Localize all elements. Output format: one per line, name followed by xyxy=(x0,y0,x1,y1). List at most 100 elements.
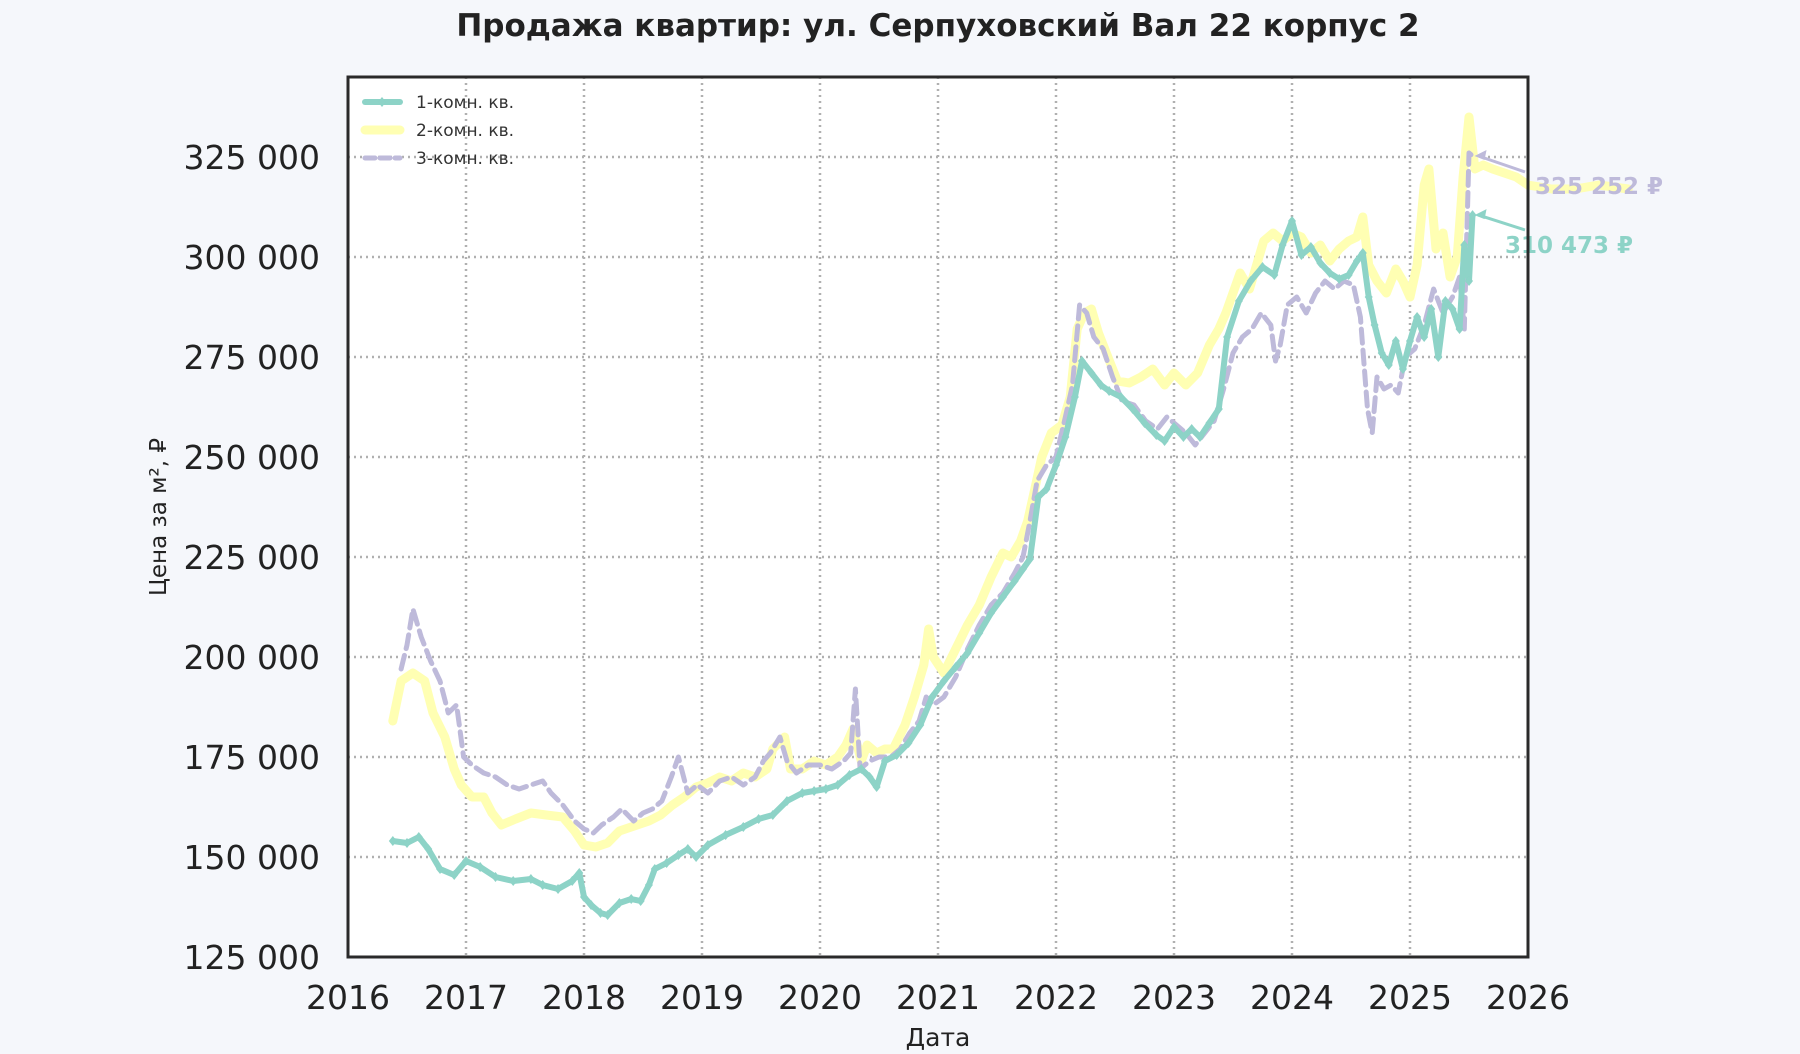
data-point xyxy=(782,796,791,806)
y-tick-label: 275 000 xyxy=(184,338,320,377)
y-tick-label: 325 000 xyxy=(184,138,320,177)
data-point xyxy=(692,852,701,862)
x-tick-label: 2018 xyxy=(542,978,626,1017)
data-point xyxy=(975,628,984,638)
data-point xyxy=(810,786,819,796)
annotation-label: 325 252 ₽ xyxy=(1535,174,1663,200)
data-point xyxy=(1448,304,1457,314)
data-point xyxy=(1427,304,1436,314)
data-point xyxy=(1352,256,1361,266)
x-tick-label: 2026 xyxy=(1486,978,1570,1017)
data-point xyxy=(1140,418,1149,428)
data-point xyxy=(1306,242,1315,252)
legend-item: 3-комн. кв. xyxy=(362,149,514,169)
data-point xyxy=(554,884,563,894)
data-point xyxy=(674,850,683,860)
data-point xyxy=(644,880,653,890)
legend-label: 1-комн. кв. xyxy=(416,93,514,113)
x-tick-label: 2020 xyxy=(778,978,862,1017)
legend-marker xyxy=(378,97,386,107)
data-point xyxy=(1364,292,1373,302)
data-point xyxy=(1042,484,1051,494)
data-point xyxy=(1465,276,1473,286)
data-point xyxy=(798,788,807,798)
y-tick-label: 250 000 xyxy=(184,438,320,477)
legend-label: 2-комн. кв. xyxy=(416,121,514,141)
data-point xyxy=(662,858,671,868)
data-point xyxy=(1441,296,1450,306)
data-point xyxy=(1010,576,1019,586)
x-tick-label: 2024 xyxy=(1250,978,1334,1017)
data-point xyxy=(1026,554,1035,564)
data-point xyxy=(916,720,925,730)
y-axis-label: Цена за м², ₽ xyxy=(146,438,172,596)
data-point xyxy=(491,872,500,882)
data-point xyxy=(1391,336,1400,346)
x-tick-label: 2021 xyxy=(896,978,980,1017)
data-point xyxy=(509,876,518,886)
x-axis-ticks: 2016 2017 2018 2019 2020 2021 2022 2023 2024 2025… xyxy=(306,978,1570,1017)
data-point xyxy=(872,782,881,792)
data-point xyxy=(575,868,584,878)
data-point xyxy=(1018,564,1027,574)
data-point xyxy=(636,896,645,906)
data-point xyxy=(1258,262,1267,272)
data-point xyxy=(1034,492,1043,502)
data-point xyxy=(1070,392,1079,402)
data-point xyxy=(1195,432,1204,442)
data-point xyxy=(627,894,636,904)
data-point xyxy=(1234,296,1243,306)
data-point xyxy=(998,592,1007,602)
data-point xyxy=(650,864,659,874)
data-point xyxy=(1179,432,1188,442)
legend-label: 3-комн. кв. xyxy=(416,149,514,169)
data-point xyxy=(568,876,577,886)
data-point xyxy=(833,780,842,790)
data-point xyxy=(1270,270,1279,280)
series-1 xyxy=(388,210,1477,920)
data-point xyxy=(476,862,485,872)
y-tick-label: 125 000 xyxy=(184,938,320,977)
data-point xyxy=(436,864,445,874)
annotation-2: 310 473 ₽ xyxy=(1474,209,1633,259)
data-point xyxy=(857,764,866,774)
data-point xyxy=(754,814,763,824)
data-point xyxy=(1377,348,1386,358)
data-point xyxy=(880,756,889,766)
data-point xyxy=(580,892,588,902)
legend: 1-комн. кв. 2-комн. кв. 3-комн. кв. xyxy=(360,93,514,169)
data-point xyxy=(388,836,397,846)
annotation-arrow xyxy=(1478,213,1526,232)
data-point xyxy=(1128,404,1137,414)
data-point xyxy=(1116,392,1125,402)
data-point xyxy=(1187,424,1196,434)
x-tick-label: 2023 xyxy=(1132,978,1216,1017)
annotation-arrowhead xyxy=(1474,149,1487,160)
annotation-arrowhead xyxy=(1474,209,1487,220)
data-point xyxy=(821,784,830,794)
data-point xyxy=(462,856,470,866)
data-point xyxy=(892,750,901,760)
data-point xyxy=(1246,276,1255,286)
data-point xyxy=(1096,380,1105,390)
data-point xyxy=(1335,274,1344,284)
data-point xyxy=(904,738,913,748)
data-point xyxy=(1278,240,1287,250)
data-point xyxy=(414,832,423,842)
annotation-1: 325 252 ₽ xyxy=(1474,149,1663,200)
annotation-label: 310 473 ₽ xyxy=(1505,233,1633,259)
plot-frame xyxy=(346,75,1530,959)
y-tick-label: 225 000 xyxy=(184,538,320,577)
data-point xyxy=(1344,270,1353,280)
data-point xyxy=(1087,368,1096,378)
annotation-arrow xyxy=(1478,154,1526,174)
data-point xyxy=(424,844,433,854)
data-point xyxy=(865,772,874,782)
data-point xyxy=(963,648,972,658)
data-point xyxy=(450,870,459,880)
data-point xyxy=(538,880,547,890)
x-tick-label: 2022 xyxy=(1014,978,1098,1017)
y-tick-label: 200 000 xyxy=(184,638,320,677)
